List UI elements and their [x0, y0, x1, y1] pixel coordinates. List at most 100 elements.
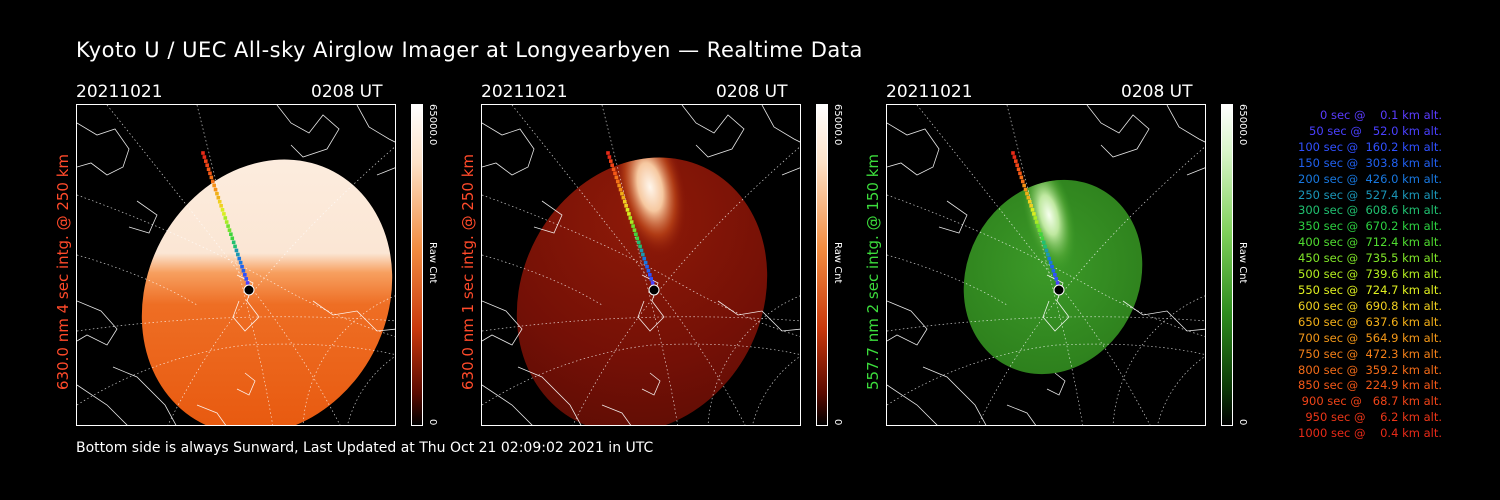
trajectory-dot	[611, 167, 616, 172]
trajectory-dot	[1018, 171, 1022, 176]
trajectory-dot	[240, 264, 244, 269]
trajectory-dot	[205, 163, 209, 167]
legend-row: 50 sec @ 52.0 km alt.	[1301, 123, 1442, 138]
panel-time: 0208 UT	[311, 82, 383, 102]
legend-row: 500 sec @ 739.6 km alt.	[1294, 267, 1442, 282]
trajectory-dot	[202, 155, 207, 159]
trajectory-dot	[229, 232, 233, 237]
legend-row: 200 sec @ 426.0 km alt.	[1294, 171, 1442, 186]
trajectory-dot	[645, 264, 649, 269]
legend-row: 850 sec @ 224.9 km alt.	[1294, 378, 1442, 393]
trajectory-dot	[629, 220, 634, 224]
trajectory-dot	[617, 183, 621, 188]
trajectory-dot	[212, 183, 216, 188]
colorbar-unit: Raw Cnt	[832, 242, 843, 284]
legend-row: 250 sec @ 527.4 km alt.	[1294, 187, 1442, 202]
trajectory-dot	[213, 187, 218, 192]
colorbar-unit: Raw Cnt	[427, 242, 438, 284]
trajectory-dot	[614, 175, 619, 180]
panel-time: 0208 UT	[1121, 82, 1193, 102]
panel-date: 20211021	[76, 82, 163, 102]
trajectory-dot	[1029, 203, 1033, 208]
trajectory-dot	[208, 171, 212, 176]
footer-status: Bottom side is always Sunward, Last Upda…	[76, 440, 654, 456]
colorbar-min: 0	[832, 419, 843, 426]
trajectory-dot	[635, 236, 640, 241]
legend-row: 0 sec @ 0.1 km alt.	[1309, 108, 1442, 122]
trajectory-dot	[245, 281, 250, 285]
colorbar	[411, 104, 423, 426]
trajectory-dot	[643, 260, 648, 265]
trajectory-dot	[1047, 256, 1052, 261]
legend-row: 900 sec @ 68.7 km alt.	[1298, 394, 1442, 409]
trajectory-dot	[1055, 281, 1060, 285]
legend-row: 400 sec @ 712.4 km alt.	[1294, 235, 1442, 250]
trajectory-dot	[648, 273, 652, 277]
panel-date: 20211021	[481, 82, 568, 102]
trajectory-dot	[234, 248, 239, 253]
trajectory-dot	[238, 260, 243, 265]
legend-row: 350 sec @ 670.2 km alt.	[1294, 219, 1442, 234]
allsky-image-630-4s	[76, 104, 396, 426]
trajectory-dot	[621, 195, 626, 200]
image-panel-2: 20211021 0208 UT 630.0 nm 1 sec in	[459, 82, 861, 432]
trajectory-dot	[1027, 199, 1032, 204]
trajectory-dot	[638, 244, 642, 249]
legend-row: 800 sec @ 359.2 km alt.	[1294, 362, 1442, 377]
trajectory-dot	[216, 195, 221, 200]
legend-row: 950 sec @ 6.2 km alt.	[1301, 410, 1442, 425]
trajectory-dot	[1020, 179, 1025, 184]
trajectory-dot	[1050, 264, 1054, 269]
trajectory-dot	[1023, 187, 1028, 192]
trajectory-dot	[1051, 268, 1056, 273]
trajectory-dot	[1048, 260, 1053, 265]
trajectory-dot	[639, 248, 644, 253]
trajectory-dot	[615, 179, 620, 184]
colorbar-min: 0	[1237, 419, 1248, 426]
trajectory-dot	[1046, 252, 1050, 257]
legend-row: 100 sec @ 160.2 km alt.	[1294, 139, 1442, 154]
trajectory-dot	[210, 179, 215, 184]
trajectory-dot	[632, 228, 637, 232]
trajectory-dot	[201, 151, 205, 155]
trajectory-dot	[230, 236, 235, 241]
legend-row: 300 sec @ 608.6 km alt.	[1294, 203, 1442, 218]
trajectory-dot	[608, 159, 613, 163]
panel-y-label: 630.0 nm 4 sec intg. @ 250 km	[54, 153, 72, 390]
trajectory-dot	[631, 224, 635, 228]
trajectory-dot	[636, 240, 641, 245]
trajectory-dot	[1012, 155, 1017, 159]
legend-row: 700 sec @ 564.9 km alt.	[1294, 330, 1442, 345]
trajectory-dot	[220, 208, 225, 212]
panel-y-label: 630.0 nm 1 sec intg. @ 250 km	[459, 153, 477, 390]
trajectory-dot	[1044, 248, 1049, 253]
panel-date: 20211021	[886, 82, 973, 102]
legend-row: 650 sec @ 637.6 km alt.	[1294, 314, 1442, 329]
trajectory-dot	[1030, 208, 1035, 212]
trajectory-dot	[1016, 167, 1021, 172]
trajectory-dot	[241, 268, 246, 273]
trajectory-dot	[634, 232, 638, 237]
trajectory-dot	[223, 216, 228, 220]
trajectory-dot	[613, 171, 617, 176]
trajectory-dot	[618, 187, 623, 192]
colorbar	[1221, 104, 1233, 426]
trajectory-dot	[1011, 151, 1015, 155]
trajectory-dot	[244, 277, 249, 281]
trajectory-dot	[622, 199, 627, 204]
trajectory-dot	[227, 228, 232, 232]
trajectory-dot	[624, 203, 628, 208]
legend-row: 150 sec @ 303.8 km alt.	[1294, 155, 1442, 170]
trajectory-dot	[1037, 228, 1042, 232]
trajectory-dot	[203, 159, 208, 163]
page-title: Kyoto U / UEC All-sky Airglow Imager at …	[76, 38, 863, 62]
station-marker	[243, 284, 255, 296]
trajectory-dot	[649, 277, 654, 281]
trajectory-dot	[1032, 212, 1036, 216]
trajectory-dot	[206, 167, 211, 172]
colorbar-min: 0	[427, 419, 438, 426]
colorbar-unit: Raw Cnt	[1237, 242, 1248, 284]
trajectory-dot	[1013, 159, 1018, 163]
image-panel-1: 20211021 0208 UT 630.0 nm 4 sec intg. @ …	[54, 82, 456, 432]
trajectory-dot	[628, 216, 633, 220]
